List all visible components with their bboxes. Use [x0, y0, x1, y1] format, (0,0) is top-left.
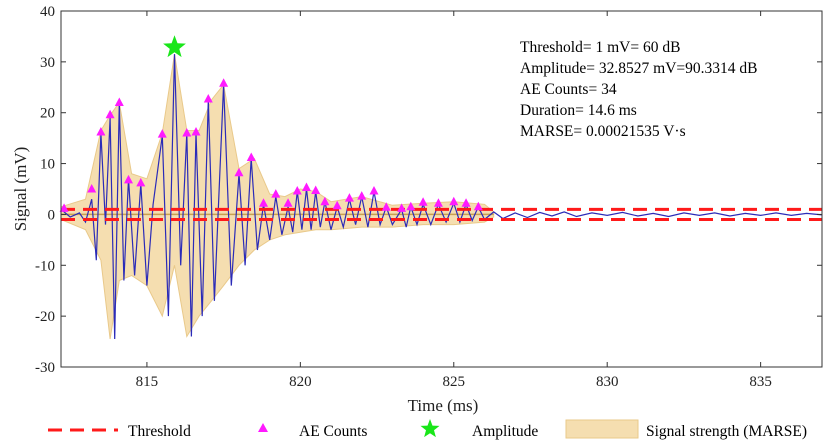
- ae-count-marker: [461, 198, 471, 207]
- y-tick-label: 30: [40, 55, 55, 71]
- ae-count-marker: [105, 109, 115, 119]
- amplitude-marker: [163, 35, 186, 58]
- ae-count-marker: [283, 198, 293, 207]
- ae-count-marker: [357, 191, 367, 200]
- ae-count-marker: [191, 127, 201, 136]
- ae-count-marker: [418, 197, 428, 206]
- ae-count-marker: [203, 93, 213, 103]
- legend-amplitude: Amplitude: [420, 419, 538, 440]
- legend-amplitude-label: Amplitude: [472, 423, 538, 440]
- y-tick-label: -10: [35, 258, 55, 274]
- ae-count-marker: [114, 97, 124, 107]
- x-tick-label: 830: [596, 374, 619, 390]
- legend-marse-swatch: [565, 419, 639, 439]
- tick-labels: 815 820 825 830 835 -30 -20 -10 0 10 20 30 40: [35, 4, 772, 390]
- ae-count-marker: [344, 193, 354, 202]
- ae-count-marker: [182, 128, 192, 137]
- ae-count-marker: [320, 196, 330, 206]
- legend-ae-counts-label: AE Counts: [299, 423, 367, 440]
- x-axis-title: Time (ms): [408, 396, 479, 415]
- x-tick-label: 815: [136, 374, 159, 390]
- x-tick-label: 835: [749, 374, 772, 390]
- ae-count-marker: [381, 202, 391, 211]
- annotation-marse: MARSE= 0.00021535 V·s: [520, 123, 686, 140]
- ae-count-marker: [369, 186, 379, 195]
- annotation-ae-counts: AE Counts= 34: [520, 81, 617, 98]
- ae-count-marker: [433, 198, 443, 207]
- annotation-threshold: Threshold= 1 mV= 60 dB: [520, 39, 680, 56]
- ae-count-marker: [219, 78, 229, 87]
- annotation-duration: Duration= 14.6 ms: [520, 102, 637, 119]
- ae-count-marker: [473, 201, 483, 211]
- annotation-box: Threshold= 1 mV= 60 dB Amplitude= 32.852…: [520, 39, 758, 140]
- ae-count-marker: [157, 129, 167, 138]
- plot-frame: [60, 10, 823, 368]
- y-tick-label: 10: [40, 157, 55, 173]
- ae-count-marker: [311, 185, 321, 195]
- ae-count-marker: [124, 174, 134, 184]
- y-tick-label: -20: [35, 309, 55, 325]
- ae-count-marker: [292, 186, 302, 195]
- y-tick-label: -30: [35, 360, 55, 376]
- ae-count-marker: [59, 203, 69, 212]
- legend: Threshold AE Counts Amplitude Signal str…: [48, 419, 807, 440]
- axes: [60, 10, 823, 368]
- x-tick-label: 820: [289, 374, 312, 390]
- ae-count-marker: [136, 177, 146, 187]
- ae-count-marker: [397, 203, 407, 212]
- y-axis-title: Signal (mV): [11, 147, 30, 232]
- legend-amplitude-swatch: [420, 419, 440, 438]
- amplitude-star: [163, 35, 186, 58]
- ae-count-marker: [87, 184, 97, 193]
- annotation-amplitude: Amplitude= 32.8527 mV=90.3314 dB: [520, 60, 758, 77]
- ae-count-marker: [449, 196, 459, 206]
- threshold-lines: [61, 207, 822, 222]
- ae-count-marker: [234, 167, 244, 177]
- legend-marse: Signal strength (MARSE): [565, 419, 807, 440]
- legend-threshold-label: Threshold: [128, 423, 191, 440]
- legend-ae-swatch: [258, 423, 268, 432]
- y-tick-label: 20: [40, 106, 55, 122]
- legend-threshold: Threshold: [48, 423, 191, 440]
- ae-count-marker: [246, 152, 256, 161]
- ae-count-marker: [301, 182, 311, 191]
- ae-count-marker: [271, 189, 281, 198]
- ae-count-marker: [332, 200, 342, 210]
- legend-ae-counts: AE Counts: [258, 423, 367, 440]
- y-tick-label: 40: [40, 4, 55, 20]
- ae-count-marker: [96, 127, 106, 136]
- ae-count-marker: [259, 198, 269, 207]
- y-tick-label: 0: [48, 207, 56, 223]
- x-tick-label: 825: [443, 374, 466, 390]
- legend-marse-label: Signal strength (MARSE): [646, 423, 807, 440]
- ae-count-marker: [406, 201, 416, 211]
